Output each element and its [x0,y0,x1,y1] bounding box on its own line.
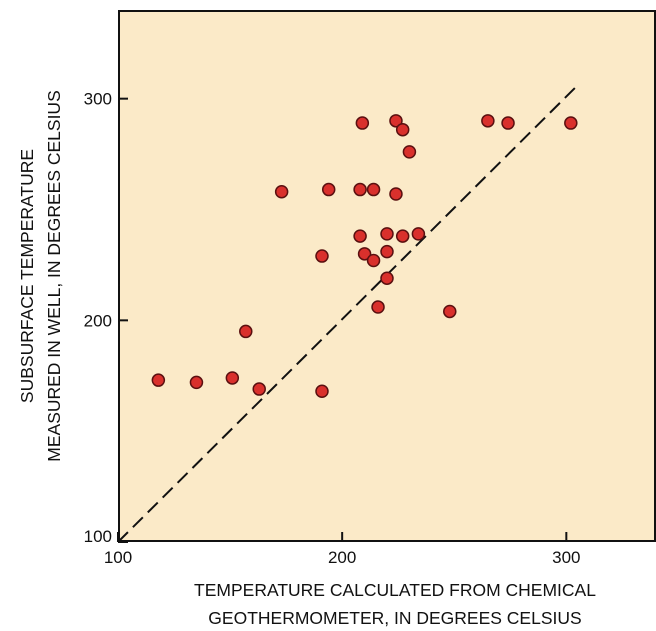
x-tick-label: 100 [104,548,132,567]
data-point-12 [355,116,370,130]
ticks-layer: 100 200 300 100 200 300 [84,90,581,567]
data-point-28 [501,116,515,130]
data-point-16 [371,300,385,314]
plot-frame [118,10,656,542]
data-point-7 [315,384,329,399]
y-tick-label: 100 [84,527,112,546]
data-point-6 [274,185,289,199]
data-point-17 [380,227,394,241]
reference-line [117,84,579,543]
data-point-24 [402,145,417,159]
x-tick-label: 200 [328,548,356,567]
data-point-21 [389,114,403,128]
y-axis-title-line-1: SUBSURFACE TEMPERATURE [17,149,37,403]
data-point-3 [225,371,240,385]
data-point-1 [151,373,166,387]
data-point-13 [357,247,372,261]
data-point-2 [189,375,204,390]
data-point-23 [395,229,410,243]
y-tick-label: 300 [84,90,112,109]
data-point-9 [321,182,336,197]
data-point-5 [252,382,266,396]
points-layer [151,114,578,399]
x-tick-label: 300 [552,548,580,567]
data-point-29 [564,116,578,130]
data-point-4 [239,324,253,339]
x-axis-title-line-2: GEOTHERMOMETER, IN DEGREES CELSIUS [208,608,581,628]
y-tick-label: 200 [84,311,112,330]
data-point-14 [366,182,381,197]
data-point-11 [353,229,367,243]
data-point-27 [481,114,495,128]
data-point-25 [411,227,426,241]
data-point-26 [443,304,457,319]
x-axis-title-line-1: TEMPERATURE CALCULATED FROM CHEMICAL [194,580,596,600]
data-point-19 [380,271,394,285]
y-axis-title-line-2: MEASURED IN WELL, IN DEGREES CELSIUS [44,90,64,461]
data-point-20 [389,187,403,201]
data-point-10 [353,182,367,197]
data-point-18 [380,244,394,259]
data-point-8 [315,249,329,263]
data-point-15 [366,253,381,268]
data-point-22 [395,122,410,137]
